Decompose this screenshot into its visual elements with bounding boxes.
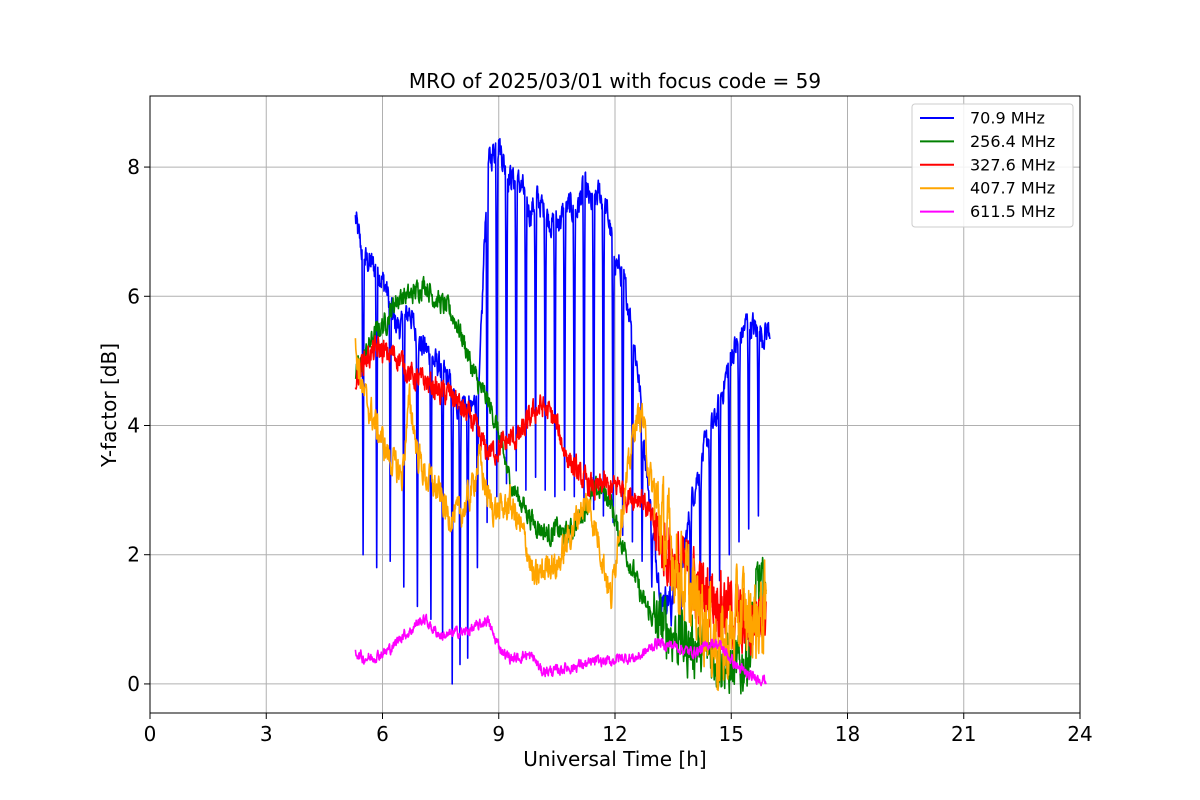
series-1 — [354, 275, 767, 695]
series-line — [354, 275, 767, 695]
legend-entry: 327.6 MHz — [970, 155, 1055, 174]
x-tick-label: 9 — [492, 722, 505, 746]
y-tick-label: 2 — [127, 543, 140, 567]
x-tick-label: 12 — [602, 722, 627, 746]
x-tick-label: 18 — [835, 722, 860, 746]
x-tick-label: 24 — [1067, 722, 1092, 746]
series-line — [354, 613, 767, 687]
legend-entry: 256.4 MHz — [970, 132, 1055, 151]
series-4 — [354, 613, 767, 687]
series-line — [354, 137, 771, 685]
legend: 70.9 MHz 256.4 MHz 327.6 MHz 407.7 MHz 611.5… — [911, 103, 1074, 228]
legend-box — [911, 103, 1074, 228]
series-0 — [354, 137, 771, 685]
series-layer — [354, 137, 771, 695]
y-tick-label: 8 — [127, 155, 140, 179]
y-tick-label: 4 — [127, 413, 140, 437]
x-tick-label: 15 — [719, 722, 744, 746]
legend-entry: 611.5 MHz — [970, 202, 1055, 221]
x-tick-label: 0 — [144, 722, 157, 746]
x-tick-label: 3 — [260, 722, 273, 746]
x-axis-label: Universal Time [h] — [523, 747, 706, 771]
x-tick-label: 21 — [951, 722, 976, 746]
y-tick-label: 6 — [127, 284, 140, 308]
series-3 — [354, 338, 767, 692]
y-tick-label: 0 — [127, 672, 140, 696]
series-line — [354, 338, 767, 692]
legend-entry: 70.9 MHz — [970, 109, 1045, 128]
chart-title: MRO of 2025/03/01 with focus code = 59 — [409, 69, 821, 93]
y-axis-label: Y-factor [dB] — [97, 343, 121, 468]
legend-entry: 407.7 MHz — [970, 179, 1055, 198]
x-tick-label: 6 — [376, 722, 389, 746]
